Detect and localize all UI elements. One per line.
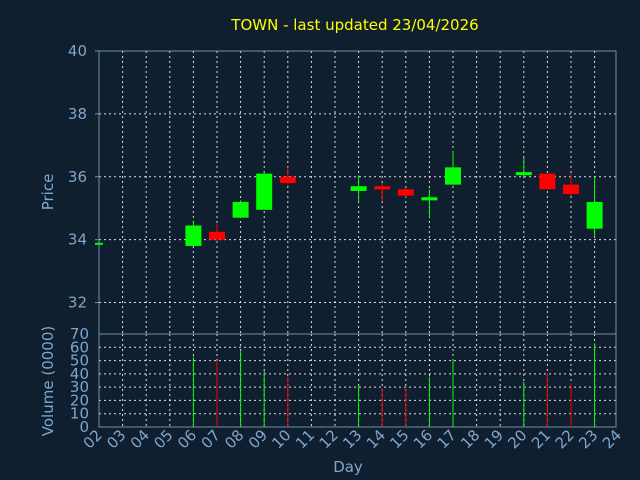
day-tick-label: 22 <box>552 426 578 452</box>
x-axis-title: Day <box>333 458 363 476</box>
day-tick-label: 09 <box>245 426 271 452</box>
price-tick-label: 36 <box>68 168 87 186</box>
volume-tick-label: 40 <box>70 365 89 383</box>
day-tick-label: 16 <box>410 426 436 452</box>
volume-tick-label: 0 <box>79 418 89 436</box>
candle-body <box>445 167 461 185</box>
volume-panel-frame <box>98 333 617 428</box>
candle-body <box>563 184 579 195</box>
day-tick-label: 11 <box>292 426 318 452</box>
volume-tick-label: 60 <box>70 338 89 356</box>
volume-tick-label: 10 <box>70 405 89 423</box>
day-tick-label: 23 <box>575 426 601 452</box>
day-tick-label: 21 <box>528 426 554 452</box>
candle-body <box>586 201 603 229</box>
day-tick-label: 24 <box>599 426 625 452</box>
volume-tick-label: 30 <box>70 378 89 396</box>
day-tick-label: 20 <box>504 426 530 452</box>
price-axis-title: Price <box>39 174 57 211</box>
candle-body <box>397 189 414 196</box>
x-axis-labels: 0203040506070809101112131415161718192021… <box>80 426 625 452</box>
candlestick-series <box>95 151 603 246</box>
day-tick-label: 08 <box>221 426 247 452</box>
day-tick-label: 18 <box>457 426 483 452</box>
day-tick-label: 12 <box>316 426 342 452</box>
price-panel-frame <box>98 50 617 335</box>
price-tick-label: 32 <box>68 294 87 312</box>
price-tick-label: 38 <box>68 105 87 123</box>
volume-series <box>192 343 596 427</box>
candle-body <box>95 242 103 245</box>
day-tick-label: 05 <box>150 426 176 452</box>
candle-body <box>539 173 556 190</box>
day-tick-label: 07 <box>198 426 224 452</box>
day-tick-label: 19 <box>481 426 507 452</box>
candle-body <box>374 186 391 190</box>
volume-tick-label: 70 <box>70 325 89 343</box>
candle-body <box>185 225 202 246</box>
candle-body <box>279 176 296 184</box>
day-tick-label: 04 <box>127 426 153 452</box>
day-tick-label: 03 <box>103 426 129 452</box>
price-axis-labels: 32 34 36 38 40 <box>68 42 99 312</box>
candle-body <box>256 173 273 210</box>
day-tick-label: 14 <box>363 426 389 452</box>
price-grid <box>99 50 616 334</box>
candle-body <box>232 201 249 218</box>
price-tick-label: 40 <box>68 42 87 60</box>
candle-body <box>209 231 225 240</box>
day-tick-label: 10 <box>268 426 294 452</box>
day-tick-label: 17 <box>434 426 460 452</box>
volume-tick-label: 20 <box>70 391 89 409</box>
price-tick-label: 34 <box>68 231 87 249</box>
day-tick-label: 06 <box>174 426 200 452</box>
volume-grid <box>99 333 616 428</box>
candle-body <box>350 186 367 191</box>
day-tick-label: 13 <box>339 426 365 452</box>
chart-title: TOWN - last updated 23/04/2026 <box>230 16 478 34</box>
day-tick-label: 15 <box>386 426 412 452</box>
volume-tick-label: 50 <box>70 352 89 370</box>
candle-body <box>515 172 532 176</box>
candle-body <box>421 197 438 201</box>
volume-axis-title: Volume (0000) <box>39 326 57 436</box>
